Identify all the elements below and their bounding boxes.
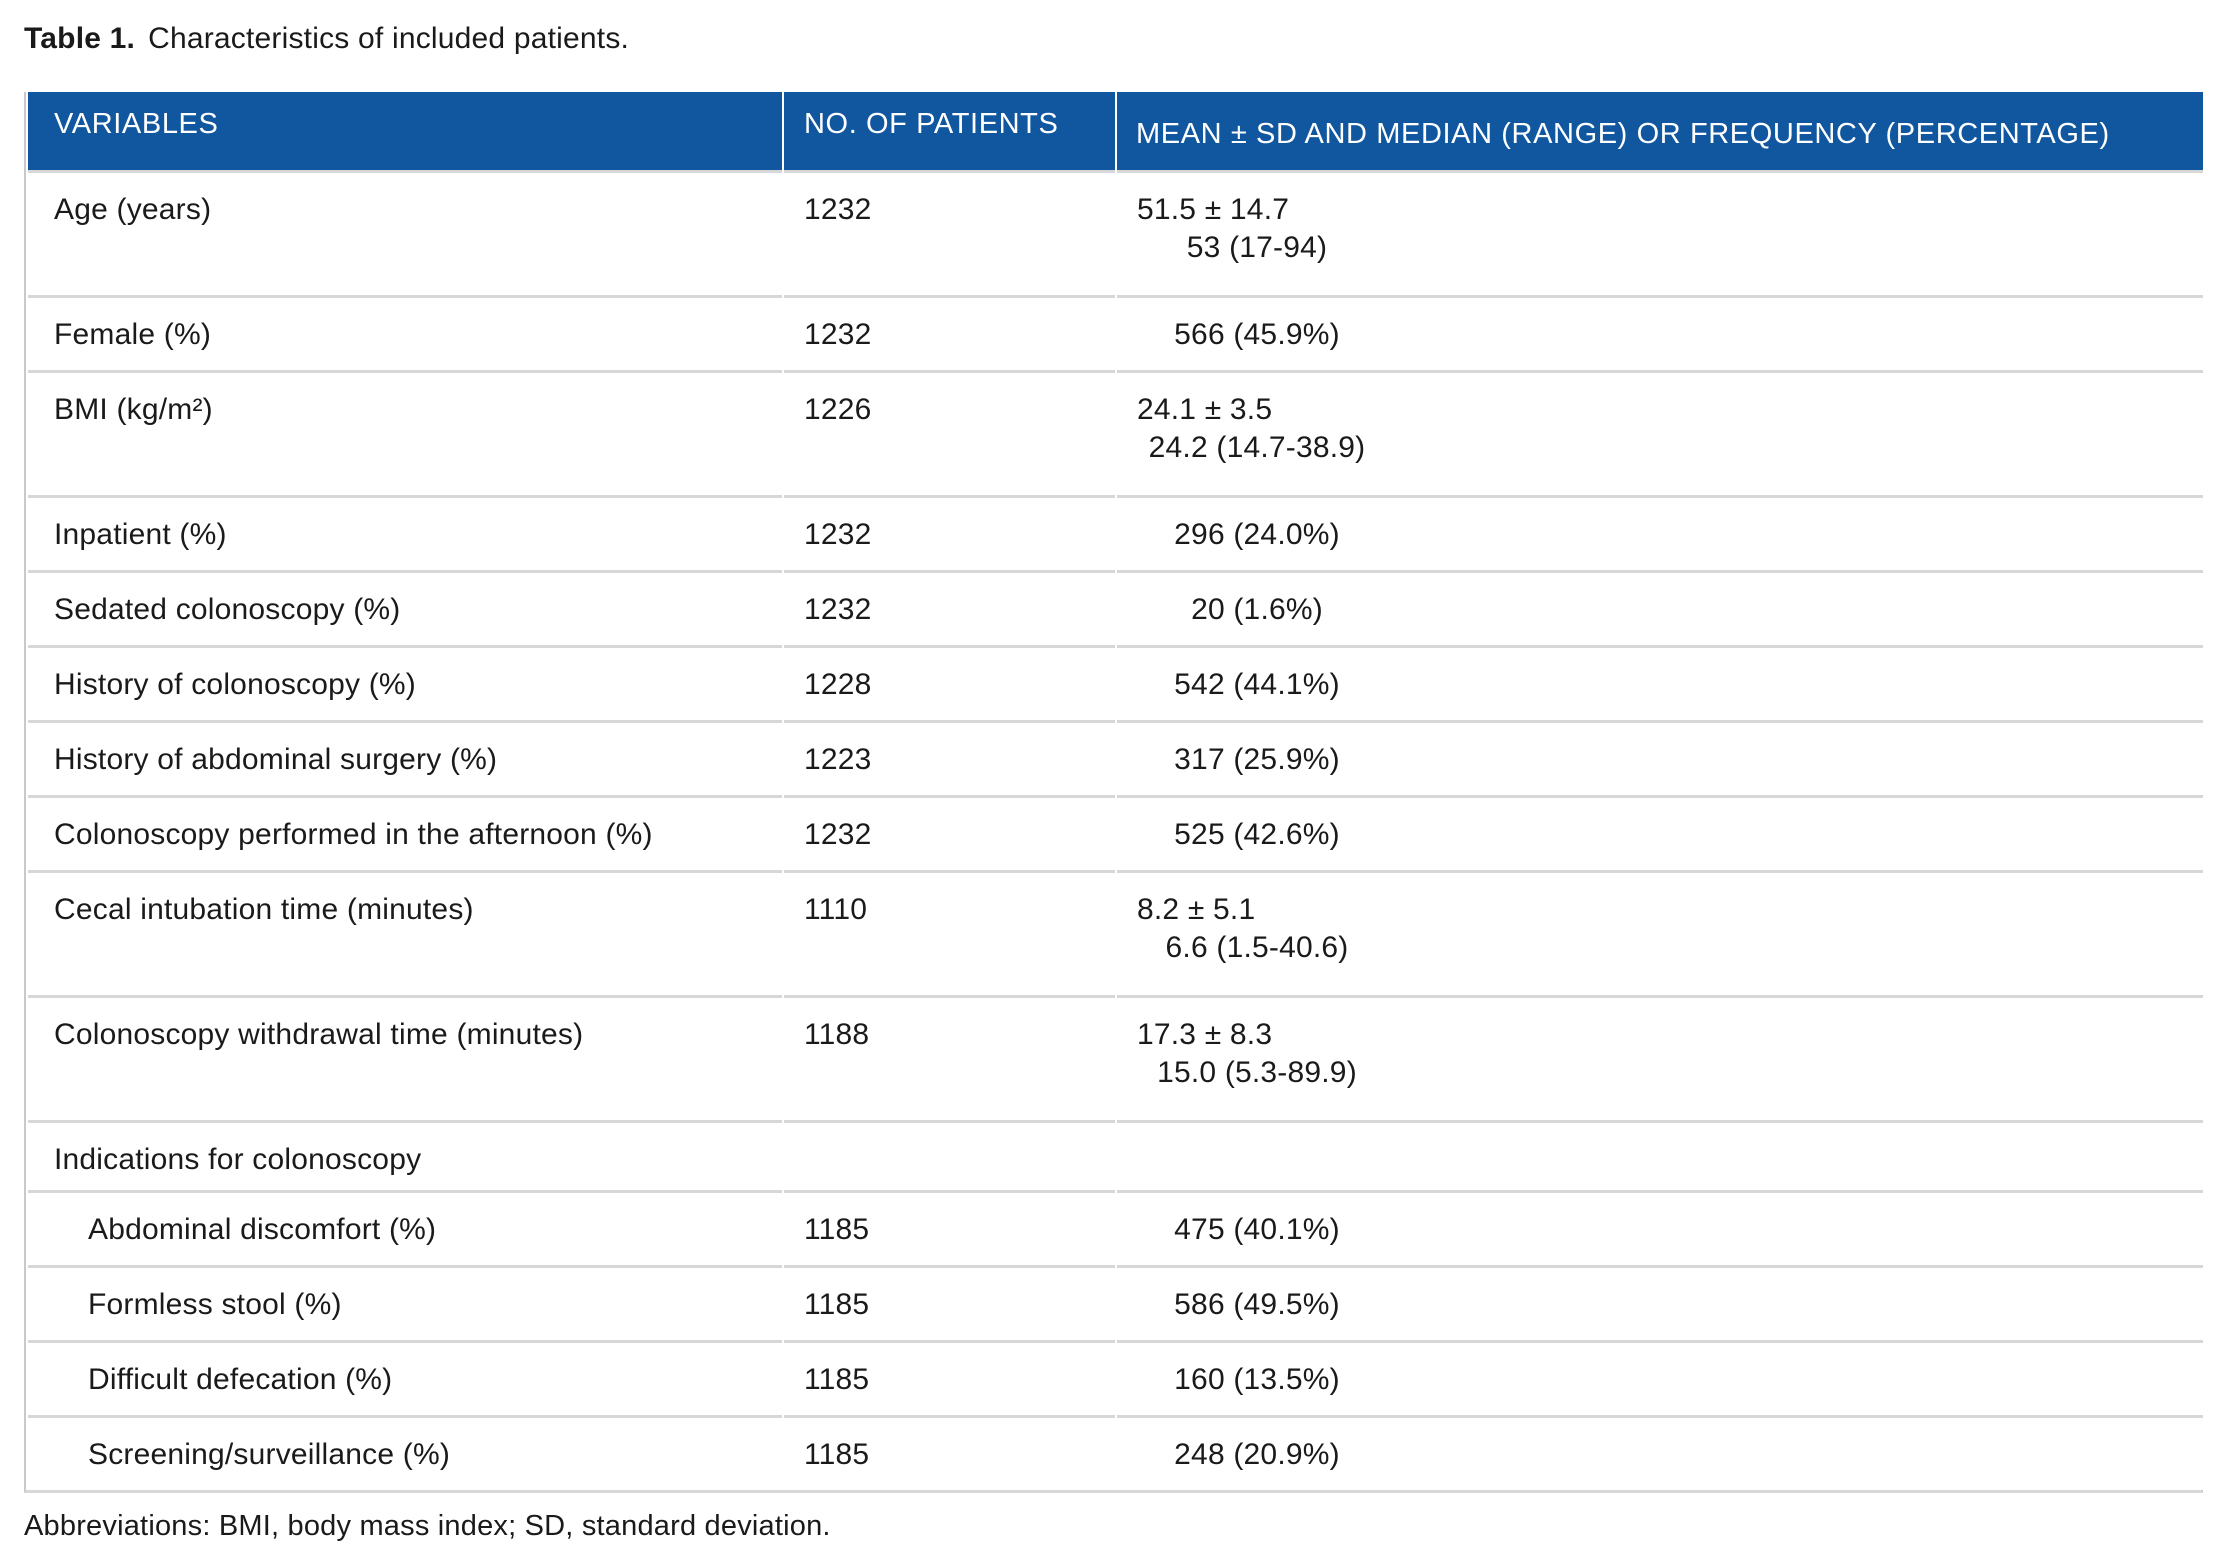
value-cell: 542 (44.1%) — [1117, 645, 2203, 720]
variable-cell: Abdominal discomfort (%) — [28, 1190, 782, 1265]
table-caption-text: Characteristics of included patients. — [148, 22, 630, 55]
patients-cell: 1110 — [784, 870, 1115, 995]
table-row-colonoscopy-afternoon: Colonoscopy performed in the afternoon (… — [28, 795, 2203, 870]
variable-cell: Inpatient (%) — [28, 495, 782, 570]
value-cell: 24.1 ± 3.5 24.2 (14.7-38.9) — [1117, 370, 2203, 495]
table-row-difficult-defecation: Difficult defecation (%) 1185 160 (13.5%… — [28, 1340, 2203, 1415]
patients-cell: 1232 — [784, 495, 1115, 570]
value-cell: 8.2 ± 5.1 6.6 (1.5-40.6) — [1117, 870, 2203, 995]
patients-cell: 1185 — [784, 1265, 1115, 1340]
table-row-history-of-abdominal-surgery: History of abdominal surgery (%) 1223 31… — [28, 720, 2203, 795]
value-cell: 51.5 ± 14.7 53 (17-94) — [1117, 170, 2203, 295]
column-header-variables: VARIABLES — [28, 92, 782, 170]
value-cell: 317 (25.9%) — [1117, 720, 2203, 795]
value-cell: 475 (40.1%) — [1117, 1190, 2203, 1265]
patients-cell — [784, 1120, 1115, 1190]
value-cell: 296 (24.0%) — [1117, 495, 2203, 570]
patients-table-frame: VARIABLES NO. OF PATIENTS MEAN ± SD AND … — [24, 92, 2203, 1493]
mean-sd-value: 51.5 ± 14.7 — [1137, 193, 1290, 226]
patients-cell: 1232 — [784, 170, 1115, 295]
patients-cell: 1232 — [784, 795, 1115, 870]
value-cell: 17.3 ± 8.3 15.0 (5.3-89.9) — [1117, 995, 2203, 1120]
patients-cell: 1232 — [784, 570, 1115, 645]
patients-cell: 1228 — [784, 645, 1115, 720]
table-caption: Table 1. Characteristics of included pati… — [24, 22, 2203, 56]
median-range-value: 6.6 (1.5-40.6) — [1165, 931, 1349, 964]
variable-cell: Colonoscopy performed in the afternoon (… — [28, 795, 782, 870]
table-row-female: Female (%) 1232 566 (45.9%) — [28, 295, 2203, 370]
abbreviations-note: Abbreviations: BMI, body mass index; SD,… — [24, 1510, 831, 1542]
patients-cell: 1232 — [784, 295, 1115, 370]
variable-cell: Difficult defecation (%) — [28, 1340, 782, 1415]
frequency-value: 160 (13.5%) — [1174, 1363, 1340, 1396]
frequency-value: 248 (20.9%) — [1174, 1438, 1340, 1471]
variable-cell: History of abdominal surgery (%) — [28, 720, 782, 795]
table-row-indications-section: Indications for colonoscopy — [28, 1120, 2203, 1190]
table-row-sedated-colonoscopy: Sedated colonoscopy (%) 1232 20 (1.6%) — [28, 570, 2203, 645]
variable-cell: History of colonoscopy (%) — [28, 645, 782, 720]
frequency-value: 475 (40.1%) — [1174, 1213, 1340, 1246]
median-range-value: 24.2 (14.7-38.9) — [1148, 431, 1366, 464]
median-range-value: 53 (17-94) — [1186, 231, 1328, 264]
frequency-value: 586 (49.5%) — [1174, 1288, 1340, 1321]
frequency-value: 20 (1.6%) — [1191, 593, 1323, 626]
table-row-withdrawal-time: Colonoscopy withdrawal time (minutes) 11… — [28, 995, 2203, 1120]
table-header: VARIABLES NO. OF PATIENTS MEAN ± SD AND … — [28, 92, 2203, 170]
variable-cell: Colonoscopy withdrawal time (minutes) — [28, 995, 782, 1120]
variable-cell: BMI (kg/m²) — [28, 370, 782, 495]
value-cell — [1117, 1120, 2203, 1190]
frequency-value: 296 (24.0%) — [1174, 518, 1340, 551]
value-cell: 566 (45.9%) — [1117, 295, 2203, 370]
variable-cell: Formless stool (%) — [28, 1265, 782, 1340]
table-row-age: Age (years) 1232 51.5 ± 14.7 53 (17-94) — [28, 170, 2203, 295]
table-row-formless-stool: Formless stool (%) 1185 586 (49.5%) — [28, 1265, 2203, 1340]
variable-cell: Age (years) — [28, 170, 782, 295]
patients-cell: 1185 — [784, 1340, 1115, 1415]
header-row: VARIABLES NO. OF PATIENTS MEAN ± SD AND … — [28, 92, 2203, 170]
value-cell: 248 (20.9%) — [1117, 1415, 2203, 1490]
table-row-history-of-colonoscopy: History of colonoscopy (%) 1228 542 (44.… — [28, 645, 2203, 720]
frequency-value: 566 (45.9%) — [1174, 318, 1340, 351]
frequency-value: 525 (42.6%) — [1174, 818, 1340, 851]
table-row-inpatient: Inpatient (%) 1232 296 (24.0%) — [28, 495, 2203, 570]
patients-cell: 1188 — [784, 995, 1115, 1120]
table-row-screening-surveillance: Screening/surveillance (%) 1185 248 (20.… — [28, 1415, 2203, 1490]
table-row-cecal-intubation-time: Cecal intubation time (minutes) 1110 8.2… — [28, 870, 2203, 995]
variable-cell: Screening/surveillance (%) — [28, 1415, 782, 1490]
value-cell: 20 (1.6%) — [1117, 570, 2203, 645]
mean-sd-value: 17.3 ± 8.3 — [1137, 1018, 1273, 1051]
mean-sd-value: 8.2 ± 5.1 — [1137, 893, 1256, 926]
patients-cell: 1185 — [784, 1190, 1115, 1265]
frequency-value: 542 (44.1%) — [1174, 668, 1340, 701]
table-row-bmi: BMI (kg/m²) 1226 24.1 ± 3.5 24.2 (14.7-3… — [28, 370, 2203, 495]
patients-cell: 1185 — [784, 1415, 1115, 1490]
patients-cell: 1226 — [784, 370, 1115, 495]
median-range-value: 15.0 (5.3-89.9) — [1157, 1056, 1357, 1089]
value-cell: 160 (13.5%) — [1117, 1340, 2203, 1415]
table-body: Age (years) 1232 51.5 ± 14.7 53 (17-94) … — [28, 170, 2203, 1490]
patients-table: VARIABLES NO. OF PATIENTS MEAN ± SD AND … — [26, 92, 2205, 1490]
value-cell: 525 (42.6%) — [1117, 795, 2203, 870]
table-row-abdominal-discomfort: Abdominal discomfort (%) 1185 475 (40.1%… — [28, 1190, 2203, 1265]
variable-cell: Female (%) — [28, 295, 782, 370]
frequency-value: 317 (25.9%) — [1174, 743, 1340, 776]
variable-cell: Sedated colonoscopy (%) — [28, 570, 782, 645]
column-header-no-of-patients: NO. OF PATIENTS — [784, 92, 1115, 170]
mean-sd-value: 24.1 ± 3.5 — [1137, 393, 1273, 426]
table-caption-label: Table 1. — [24, 22, 136, 55]
value-cell: 586 (49.5%) — [1117, 1265, 2203, 1340]
variable-cell: Cecal intubation time (minutes) — [28, 870, 782, 995]
section-label-cell: Indications for colonoscopy — [28, 1120, 782, 1190]
column-header-mean-sd-median-frequency: MEAN ± SD AND MEDIAN (RANGE) OR FREQUENC… — [1117, 92, 2203, 170]
patients-cell: 1223 — [784, 720, 1115, 795]
